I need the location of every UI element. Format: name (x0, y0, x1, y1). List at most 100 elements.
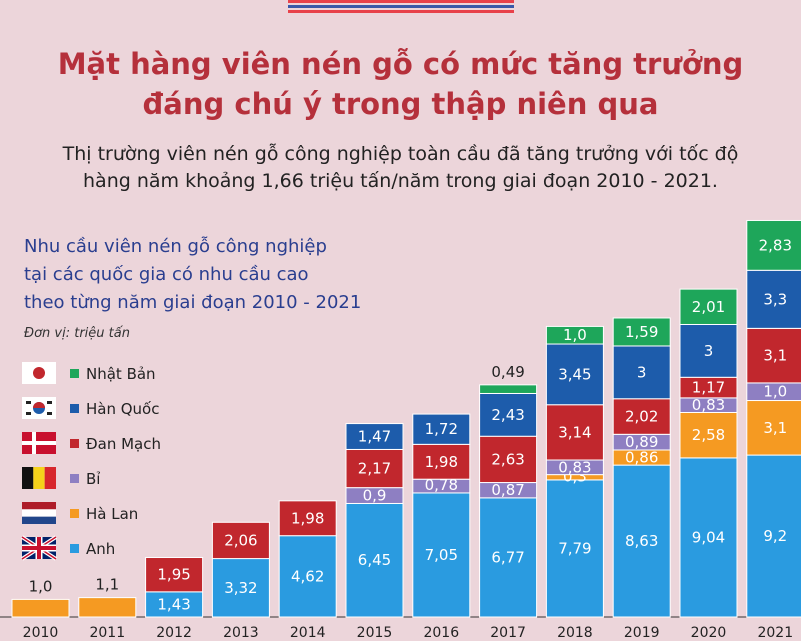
bar-segment (211, 521, 270, 560)
data-label: 0,87 (491, 481, 524, 499)
data-label: 8,63 (625, 532, 658, 550)
x-tick-label: 2013 (223, 625, 259, 641)
chart-title-line-3: theo từng năm giai đoạn 2010 - 2021 (24, 292, 362, 313)
bar-segment (612, 345, 671, 400)
data-label: 4,62 (291, 567, 324, 585)
bar-segment (746, 400, 801, 456)
bar-segment (679, 323, 738, 378)
bar-segment (545, 404, 604, 461)
data-label: 2,43 (491, 406, 524, 424)
legend-swatch (70, 544, 79, 553)
legend-item: Anh (20, 535, 115, 561)
x-tick-label: 2020 (691, 625, 727, 641)
bar-segment (746, 454, 801, 618)
data-label: 3,3 (763, 290, 787, 308)
bar-segment (345, 448, 404, 489)
page-title-line-2: đáng chú ý trong thập niên qua (142, 87, 659, 121)
stripe-red (288, 0, 514, 3)
data-label: 2,17 (358, 460, 391, 478)
x-tick-label: 2012 (156, 625, 192, 641)
bar-segment (278, 535, 337, 618)
x-tick-label: 2010 (23, 625, 59, 641)
korea-flag-icon (22, 397, 56, 419)
bar-segment (612, 464, 671, 618)
data-label: 6,77 (491, 548, 524, 566)
x-tick-label: 2017 (490, 625, 526, 641)
data-label: 7,79 (558, 539, 591, 557)
legend-label: Anh (86, 540, 115, 558)
x-tick-label: 2015 (357, 625, 393, 641)
data-label: 9,04 (692, 528, 725, 546)
legend-swatch (70, 369, 79, 378)
data-label: 0,83 (692, 396, 725, 414)
bar-segment (545, 343, 604, 406)
data-label: 3,1 (763, 347, 787, 365)
legend-swatch (70, 474, 79, 483)
bar-segment (545, 479, 604, 618)
bar-segment (746, 219, 801, 271)
bar-segment (479, 384, 538, 394)
data-label: 1,17 (692, 379, 725, 397)
bar-segment (479, 392, 538, 437)
bar-segment (412, 413, 471, 445)
legend-swatch (70, 509, 79, 518)
data-label: 1,98 (425, 453, 458, 471)
page-title-line-1: Mặt hàng viên nén gỗ có mức tăng trưởng (57, 47, 744, 81)
legend-label: Hàn Quốc (86, 400, 159, 418)
data-label: 0,49 (491, 363, 524, 381)
data-label: 1,1 (95, 576, 119, 594)
x-tick-label: 2016 (423, 625, 459, 641)
bar-segment (679, 457, 738, 618)
data-label: 0,9 (363, 487, 387, 505)
data-label: 1,0 (29, 577, 53, 595)
japan-flag-icon (22, 362, 56, 384)
data-label: 3,32 (224, 579, 257, 597)
data-label: 1,47 (358, 428, 391, 446)
data-label: 2,63 (491, 450, 524, 468)
data-label: 1,72 (425, 420, 458, 438)
data-label: 1,0 (763, 383, 787, 401)
data-label: 1,0 (563, 326, 587, 344)
bar-segment (412, 492, 471, 618)
data-label: 7,05 (425, 546, 458, 564)
chart-unit: Đơn vị: triệu tấn (24, 326, 130, 341)
legend-label: Đan Mạch (86, 435, 161, 453)
data-label: 2,01 (692, 298, 725, 316)
data-label: 1,95 (157, 566, 190, 584)
denmark-flag-icon (22, 432, 56, 454)
data-label: 0,78 (425, 476, 458, 494)
legend-item: Nhật Bản (22, 362, 156, 384)
bar-segment (345, 502, 404, 618)
chart-title-line-2: tại các quốc gia có nhu cầu cao (24, 264, 309, 285)
uk-flag-icon (20, 535, 58, 561)
bar-segment (11, 598, 70, 618)
page-subtitle: Thị trường viên nén gỗ công nghiệp toàn … (0, 141, 801, 195)
data-label: 6,45 (358, 551, 391, 569)
bar-segment (746, 269, 801, 329)
bar-segment (345, 423, 404, 450)
legend-item: Bỉ (22, 467, 100, 489)
page-subtitle-line-2: hàng năm khoảng 1,66 triệu tấn/năm trong… (83, 170, 718, 192)
bar-segment (612, 317, 671, 347)
bar-segment (412, 443, 471, 480)
bar-segment (746, 327, 801, 384)
bar-segment (545, 325, 604, 345)
legend-swatch (70, 439, 79, 448)
data-label: 1,59 (625, 323, 658, 341)
x-tick-label: 2014 (290, 625, 326, 641)
data-label: 3,1 (763, 419, 787, 437)
bar-segment (78, 597, 137, 618)
stripe-blue (288, 5, 514, 8)
legend-swatch (70, 404, 79, 413)
data-label: 2,06 (224, 531, 257, 549)
legend-item: Đan Mạch (22, 432, 161, 454)
data-label: 0,86 (625, 449, 658, 467)
legend-item: Hàn Quốc (22, 397, 159, 419)
data-label: 1,43 (157, 595, 190, 613)
data-label: 2,02 (625, 408, 658, 426)
data-label: 3,45 (558, 365, 591, 383)
bar-segment (612, 398, 671, 435)
bar-segment (145, 557, 204, 593)
x-tick-label: 2021 (757, 625, 793, 641)
